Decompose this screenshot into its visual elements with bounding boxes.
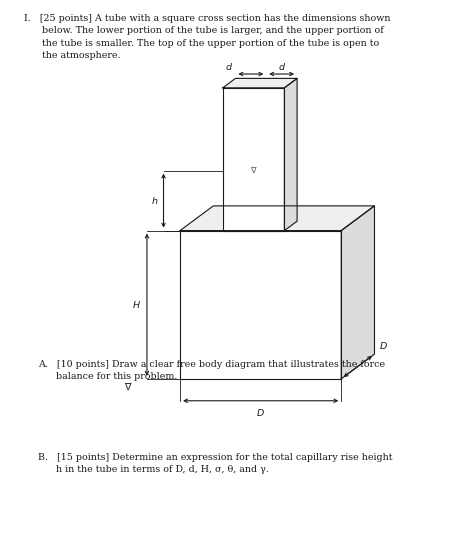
Text: B.   [15 points] Determine an expression for the total capillary rise height
   : B. [15 points] Determine an expression f… xyxy=(38,453,392,474)
Text: $\nabla$: $\nabla$ xyxy=(124,382,132,392)
Text: $d$: $d$ xyxy=(225,61,233,72)
Text: I.   [25 points] A tube with a square cross section has the dimensions shown
   : I. [25 points] A tube with a square cros… xyxy=(24,14,390,60)
Text: $D$: $D$ xyxy=(256,407,265,418)
Polygon shape xyxy=(223,88,284,231)
Text: $h$: $h$ xyxy=(151,195,159,206)
Polygon shape xyxy=(223,79,297,88)
Text: A.   [10 points] Draw a clear free body diagram that illustrates the force
     : A. [10 points] Draw a clear free body di… xyxy=(38,360,385,381)
Polygon shape xyxy=(180,206,374,231)
Polygon shape xyxy=(180,231,341,379)
Polygon shape xyxy=(284,79,297,231)
Text: $\nabla$: $\nabla$ xyxy=(250,166,257,175)
Text: $d$: $d$ xyxy=(278,61,286,72)
Polygon shape xyxy=(341,206,374,379)
Text: $H$: $H$ xyxy=(132,299,141,310)
Text: $D$: $D$ xyxy=(379,340,388,351)
